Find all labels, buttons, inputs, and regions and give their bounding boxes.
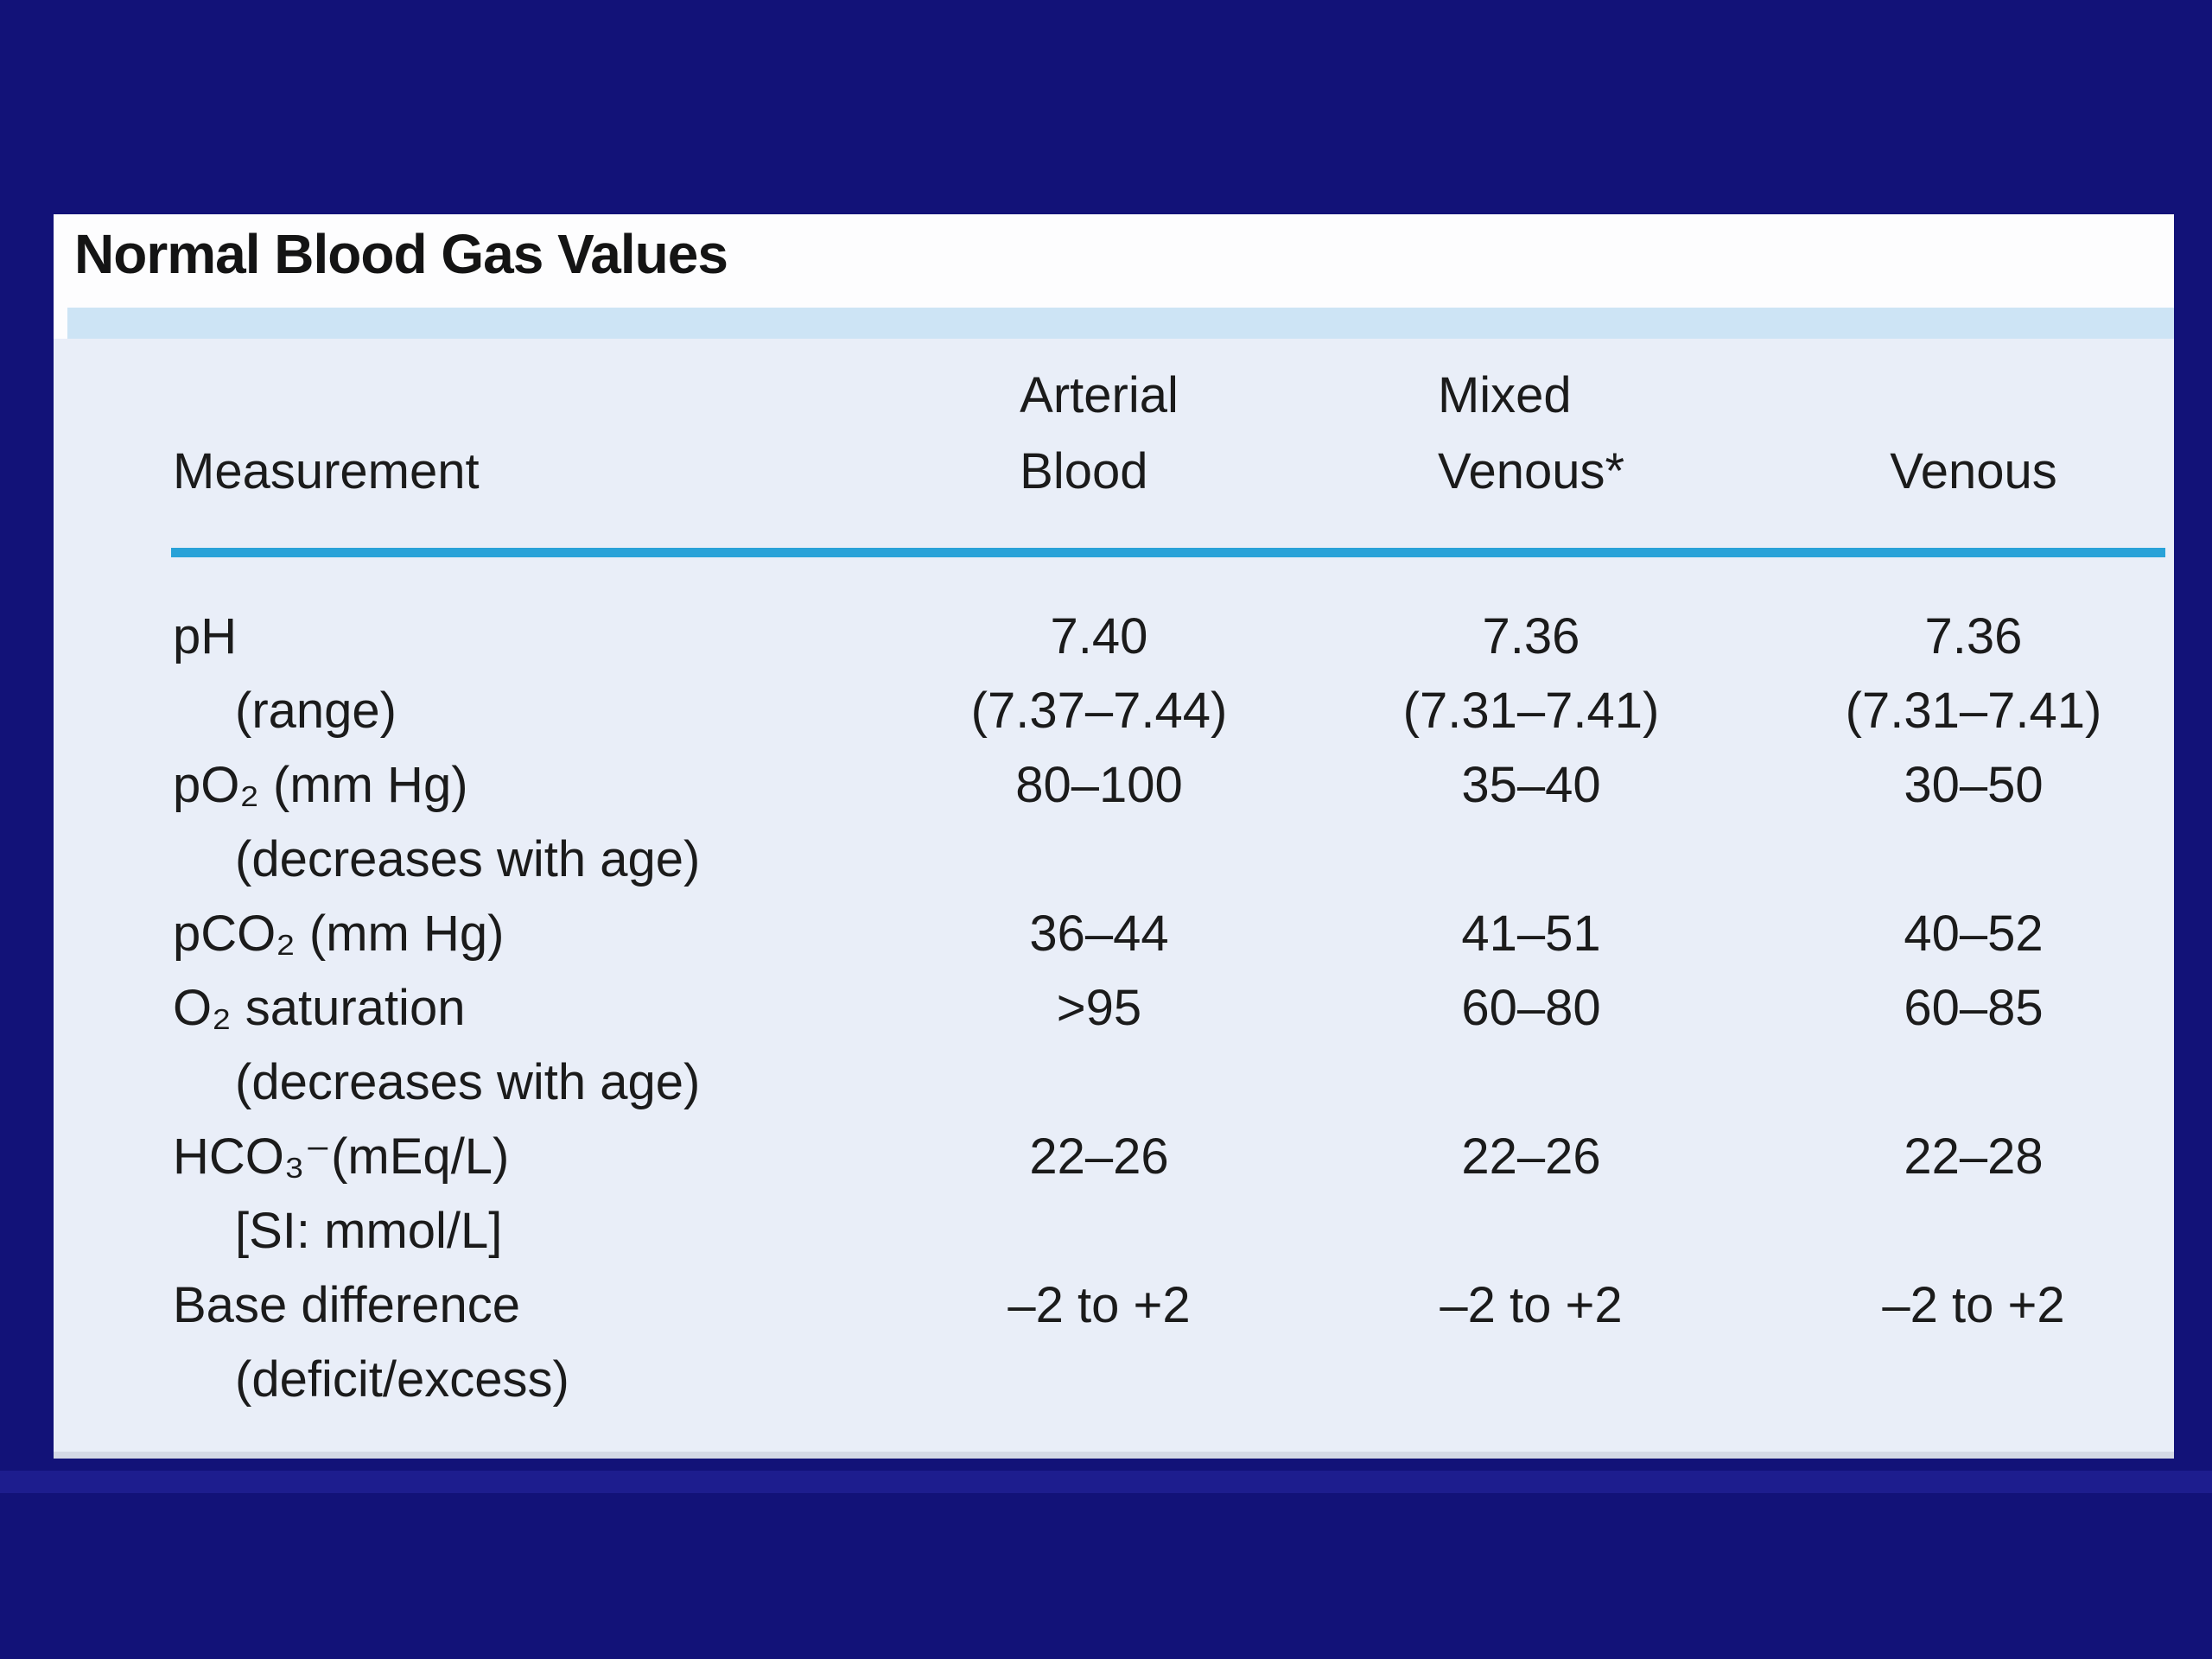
- cell-mixed-venous: –2 to +2: [1440, 1276, 1623, 1333]
- table-row: (range) (7.37–7.44) (7.31–7.41) (7.31–7.…: [54, 673, 2174, 747]
- cell-venous: 7.36: [1924, 607, 2023, 664]
- mixed-venous-header-line1: Mixed: [1437, 367, 1572, 423]
- measurement-header-label: Measurement: [173, 443, 480, 499]
- accent-band: [67, 308, 2174, 339]
- table-row: pCO₂ (mm Hg) 36–44 41–51 40–52: [54, 896, 2174, 970]
- table-row: (decreases with age): [54, 822, 2174, 896]
- cell-arterial: (7.37–7.44): [970, 682, 1228, 739]
- table-row: O₂ saturation >95 60–80 60–85: [54, 970, 2174, 1045]
- table-row: [SI: mmol/L]: [54, 1193, 2174, 1268]
- cell-mixed-venous: 7.36: [1482, 607, 1580, 664]
- table-body: pH 7.40 7.36 7.36 (range) (7.37–7.44) (7…: [54, 599, 2174, 1416]
- table-area: Measurement Arterial Blood Mixed Venous*…: [54, 339, 2174, 1452]
- mixed-venous-header-text: Mixed Venous*: [1438, 358, 1624, 510]
- row-label: (deficit/excess): [235, 1351, 569, 1408]
- arterial-header-line1: Arterial: [1020, 367, 1179, 423]
- cell-venous: –2 to +2: [1882, 1276, 2065, 1333]
- table-row: Base difference –2 to +2 –2 to +2 –2 to …: [54, 1268, 2174, 1342]
- row-label: (decreases with age): [235, 1053, 701, 1110]
- column-header-venous: Venous: [1773, 358, 2174, 510]
- column-header-measurement: Measurement: [54, 358, 909, 510]
- mixed-venous-header-line2: Venous*: [1437, 443, 1625, 499]
- arterial-header-line2: Blood: [1020, 443, 1148, 499]
- header-divider-rule: [171, 548, 2165, 557]
- row-label: [SI: mmol/L]: [235, 1202, 503, 1259]
- cell-arterial: 80–100: [1015, 756, 1183, 813]
- table-row: pH 7.40 7.36 7.36: [54, 599, 2174, 673]
- table-card: Normal Blood Gas Values Measurement Arte…: [54, 214, 2174, 1459]
- cell-venous: (7.31–7.41): [1845, 682, 2102, 739]
- cell-arterial: –2 to +2: [1007, 1276, 1191, 1333]
- row-label: pCO₂ (mm Hg): [173, 905, 505, 962]
- cell-arterial: >95: [1056, 979, 1142, 1036]
- cell-mixed-venous: (7.31–7.41): [1402, 682, 1660, 739]
- cell-venous: 40–52: [1904, 905, 2044, 962]
- column-header-mixed-venous: Mixed Venous*: [1289, 358, 1773, 510]
- arterial-header-text: Arterial Blood: [1020, 358, 1179, 510]
- row-label: HCO₃⁻(mEq/L): [173, 1128, 510, 1185]
- cell-mixed-venous: 35–40: [1461, 756, 1601, 813]
- slide-title: Normal Blood Gas Values: [74, 223, 728, 285]
- cell-venous: 22–28: [1904, 1128, 2044, 1185]
- table-row: (deficit/excess): [54, 1342, 2174, 1416]
- table-row: HCO₃⁻(mEq/L) 22–26 22–26 22–28: [54, 1119, 2174, 1193]
- row-label: pO₂ (mm Hg): [173, 756, 468, 813]
- cell-venous: 60–85: [1904, 979, 2044, 1036]
- row-label: pH: [173, 607, 238, 664]
- table-row: (decreases with age): [54, 1045, 2174, 1119]
- row-label: Base difference: [173, 1276, 520, 1333]
- cell-venous: 30–50: [1904, 756, 2044, 813]
- row-label: (decreases with age): [235, 830, 701, 887]
- cell-mixed-venous: 22–26: [1461, 1128, 1601, 1185]
- cell-mixed-venous: 41–51: [1461, 905, 1601, 962]
- row-label: O₂ saturation: [173, 979, 466, 1036]
- cell-arterial: 36–44: [1029, 905, 1169, 962]
- venous-header-label: Venous: [1890, 443, 2057, 499]
- cell-arterial: 22–26: [1029, 1128, 1169, 1185]
- table-row: pO₂ (mm Hg) 80–100 35–40 30–50: [54, 747, 2174, 822]
- row-label: (range): [235, 682, 397, 739]
- table-header-row: Measurement Arterial Blood Mixed Venous*…: [54, 358, 2174, 510]
- cell-arterial: 7.40: [1050, 607, 1148, 664]
- under-card-glow-strip: [0, 1471, 2212, 1493]
- column-header-arterial-blood: Arterial Blood: [909, 358, 1289, 510]
- cell-mixed-venous: 60–80: [1461, 979, 1601, 1036]
